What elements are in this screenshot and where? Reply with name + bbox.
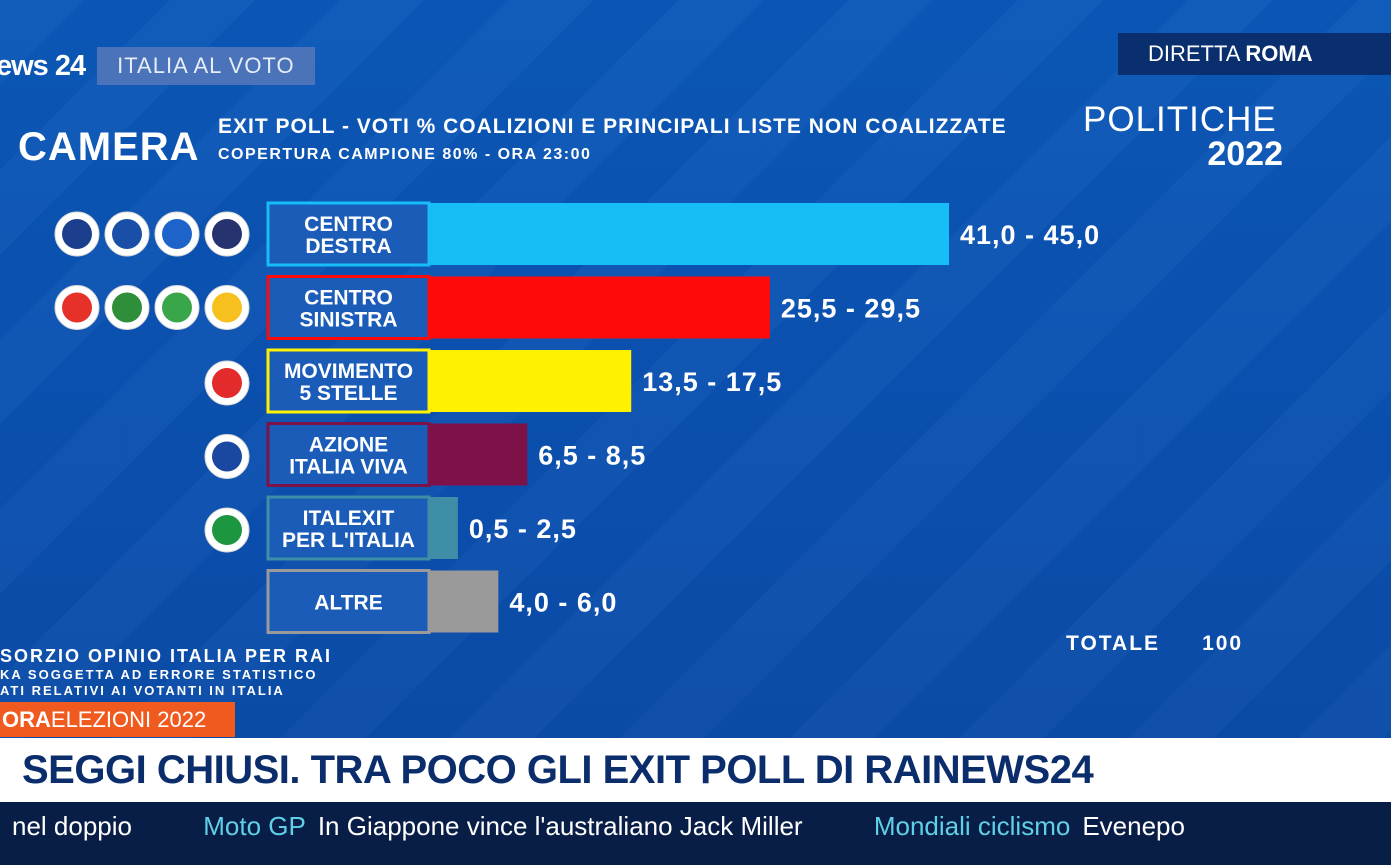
headline: SEGGI CHIUSI. TRA POCO GLI EXIT POLL DI … [0,738,1391,802]
bar-value-label: 41,0 - 45,0 [960,220,1100,250]
news-ticker: nel doppio Moto GP In Giappone vince l'au… [0,802,1391,865]
bar-value-label: 25,5 - 29,5 [781,294,921,324]
bar-value-label: 6,5 - 8,5 [538,441,646,471]
source-text: SORZIO OPINIO ITALIA PER RAI [0,646,333,666]
party-logo-mark [212,368,242,398]
note-voters: ATI RELATIVI AI VOTANTI IN ITALIA [0,683,285,698]
chart-title: EXIT POLL - VOTI % COALIZIONI E PRINCIPA… [218,115,1007,138]
party-logo-mark [62,219,92,249]
election-label: POLITICHE [1083,100,1277,139]
banner-tag: ORAELEZIONI 2022 [0,702,235,737]
bar-category-label: SINISTRA [299,309,397,332]
live-tag: DIRETTA ROMA [1118,33,1391,75]
bar-value-label: 0,5 - 2,5 [469,514,577,544]
party-logo-mark [112,292,142,323]
party-logo-mark [62,292,92,323]
bar-value-label: 13,5 - 17,5 [642,367,782,397]
bar-category-label: MOVIMENTO [284,360,413,383]
party-logo-mark [212,219,242,249]
note-error: KA SOGGETTA AD ERRORE STATISTICO [0,667,318,682]
total-label: TOTALE [1066,632,1161,655]
source-note: SORZIO OPINIO ITALIA PER RAI KA SOGGETTA… [0,646,332,699]
bar-label-box [266,275,431,340]
channel-logo: ews 24 [0,49,86,82]
section-tag: ITALIA AL VOTO [97,47,315,85]
bar-category-label: DESTRA [305,235,391,258]
bar [429,570,499,633]
ticker-text: nel doppio [12,811,132,841]
bar-category-label: ITALEXIT [303,507,395,530]
bar [429,497,458,559]
ticker-category: Moto GP [203,811,306,841]
bar [429,350,632,412]
bar-value-label: 4,0 - 6,0 [509,588,617,618]
ticker-text: Evenepo [1082,811,1185,841]
bar-category-label: PER L'ITALIA [282,529,415,552]
bar-category-label: 5 STELLE [299,382,397,405]
party-logo-mark [212,515,242,545]
party-logo-mark [212,292,242,323]
banner-tag-text: ELEZIONI 2022 [50,707,207,732]
election-year: 2022 [1207,135,1283,173]
bar [429,276,770,339]
bar [429,203,949,265]
bar-category-label: AZIONE [309,434,388,457]
party-logo-mark [162,292,192,323]
party-logo-mark [112,219,142,249]
party-logo-mark [212,441,242,472]
total: TOTALE 100 [1066,632,1243,656]
bar-label-box [266,569,431,634]
party-logo-mark [162,219,192,249]
chart-subtitle: COPERTURA CAMPIONE 80% - ORA 23:00 [218,146,592,163]
bar-category-label: ITALIA VIVA [289,456,408,479]
live-location: ROMA [1245,41,1313,66]
bar-category-label: ALTRE [314,592,382,615]
chamber-title: CAMERA [18,125,200,169]
bar-label-box [266,201,431,267]
live-label: DIRETTA [1148,41,1240,66]
ticker-text: In Giappone vince l'australiano Jack Mil… [317,811,803,841]
ticker-category: Mondiali ciclismo [873,811,1071,841]
bar-label-box [266,348,431,414]
channel-header: ews 24 ITALIA AL VOTO [0,46,315,86]
bar-category-label: CENTRO [304,213,393,236]
bar-category-label: CENTRO [304,287,393,310]
bar [429,423,528,486]
banner-tag-bold: ORA [2,707,51,732]
total-value: 100 [1202,632,1244,655]
